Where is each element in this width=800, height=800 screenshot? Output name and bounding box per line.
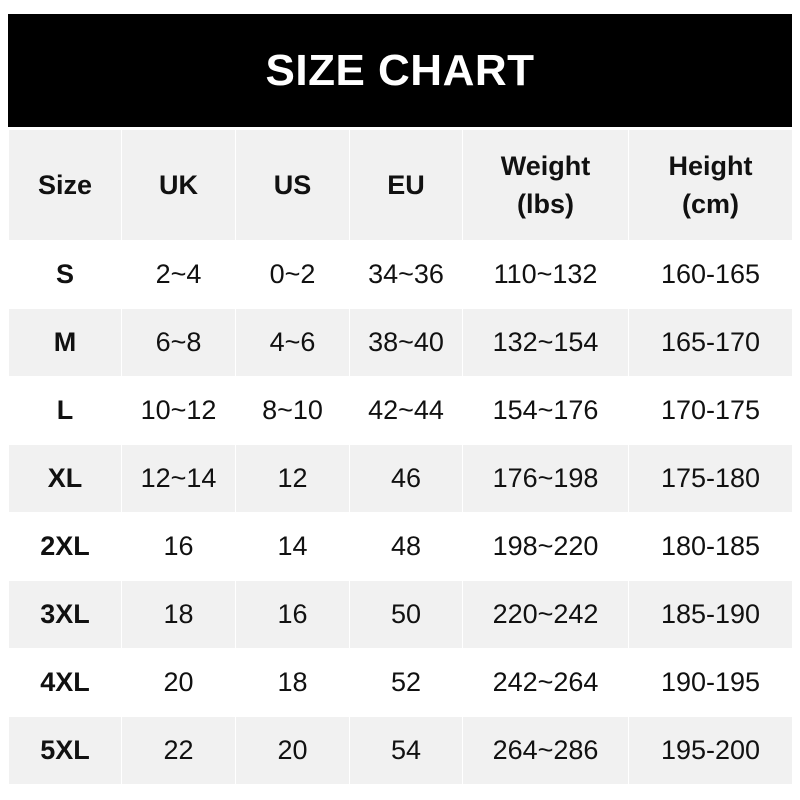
cell-eu: 50 xyxy=(349,580,463,649)
cell-height: 185-190 xyxy=(628,580,793,649)
size-chart-title: SIZE CHART xyxy=(8,14,792,127)
cell-height: 165-170 xyxy=(628,308,793,377)
cell-uk: 20 xyxy=(121,648,236,717)
cell-eu: 34~36 xyxy=(349,240,463,309)
cell-uk: 16 xyxy=(121,512,236,581)
cell-size: L xyxy=(8,376,122,445)
cell-eu: 42~44 xyxy=(349,376,463,445)
cell-uk: 10~12 xyxy=(121,376,236,445)
cell-eu: 52 xyxy=(349,648,463,717)
table-row: 5XL 22 20 54 264~286 195-200 xyxy=(8,716,793,785)
cell-us: 4~6 xyxy=(235,308,350,377)
cell-us: 18 xyxy=(235,648,350,717)
cell-size: 4XL xyxy=(8,648,122,717)
cell-us: 8~10 xyxy=(235,376,350,445)
cell-size: 2XL xyxy=(8,512,122,581)
table-row: 3XL 18 16 50 220~242 185-190 xyxy=(8,580,793,649)
cell-eu: 46 xyxy=(349,444,463,513)
cell-us: 20 xyxy=(235,716,350,785)
cell-eu: 54 xyxy=(349,716,463,785)
cell-size: 3XL xyxy=(8,580,122,649)
column-header-eu: EU xyxy=(349,129,463,241)
table-row: S 2~4 0~2 34~36 110~132 160-165 xyxy=(8,240,793,309)
cell-weight: 264~286 xyxy=(462,716,629,785)
cell-size: 5XL xyxy=(8,716,122,785)
column-header-us: US xyxy=(235,129,350,241)
cell-us: 12 xyxy=(235,444,350,513)
cell-eu: 48 xyxy=(349,512,463,581)
cell-uk: 18 xyxy=(121,580,236,649)
cell-weight: 198~220 xyxy=(462,512,629,581)
cell-weight: 220~242 xyxy=(462,580,629,649)
cell-uk: 22 xyxy=(121,716,236,785)
size-chart-table: Size UK US EU Weight (lbs) Height (cm) S 2~4 0~… xyxy=(8,129,793,785)
cell-height: 170-175 xyxy=(628,376,793,445)
table-row: XL 12~14 12 46 176~198 175-180 xyxy=(8,444,793,513)
cell-height: 180-185 xyxy=(628,512,793,581)
cell-size: S xyxy=(8,240,122,309)
table-row: 4XL 20 18 52 242~264 190-195 xyxy=(8,648,793,717)
cell-us: 16 xyxy=(235,580,350,649)
cell-uk: 12~14 xyxy=(121,444,236,513)
table-row: 2XL 16 14 48 198~220 180-185 xyxy=(8,512,793,581)
cell-height: 175-180 xyxy=(628,444,793,513)
cell-height: 195-200 xyxy=(628,716,793,785)
cell-uk: 2~4 xyxy=(121,240,236,309)
cell-weight: 154~176 xyxy=(462,376,629,445)
cell-us: 14 xyxy=(235,512,350,581)
header-row: Size UK US EU Weight (lbs) Height (cm) xyxy=(8,129,793,241)
column-header-size: Size xyxy=(8,129,122,241)
cell-weight: 176~198 xyxy=(462,444,629,513)
cell-weight: 110~132 xyxy=(462,240,629,309)
table-row: L 10~12 8~10 42~44 154~176 170-175 xyxy=(8,376,793,445)
cell-height: 190-195 xyxy=(628,648,793,717)
column-header-weight: Weight (lbs) xyxy=(462,129,629,241)
cell-eu: 38~40 xyxy=(349,308,463,377)
cell-uk: 6~8 xyxy=(121,308,236,377)
cell-size: M xyxy=(8,308,122,377)
cell-weight: 132~154 xyxy=(462,308,629,377)
column-header-height: Height (cm) xyxy=(628,129,793,241)
column-header-uk: UK xyxy=(121,129,236,241)
cell-weight: 242~264 xyxy=(462,648,629,717)
cell-height: 160-165 xyxy=(628,240,793,309)
cell-size: XL xyxy=(8,444,122,513)
table-row: M 6~8 4~6 38~40 132~154 165-170 xyxy=(8,308,793,377)
cell-us: 0~2 xyxy=(235,240,350,309)
